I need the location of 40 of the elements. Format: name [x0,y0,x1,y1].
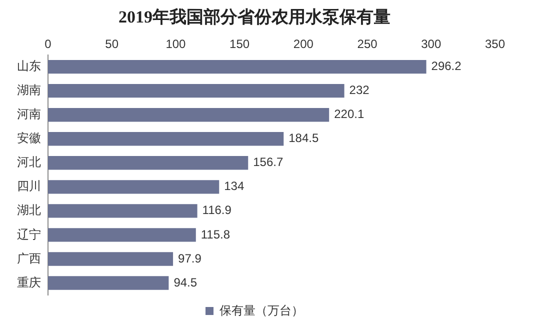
y-tick-label: 湖北 [17,203,41,218]
y-tick-label: 湖南 [17,83,41,98]
data-label: 115.8 [200,227,230,242]
bar [48,180,220,194]
data-label: 94.5 [174,275,198,290]
bar [48,204,198,218]
x-tick-label: 0 [44,36,52,51]
legend-label: 保有量（万台） [220,303,304,318]
bar [48,276,169,290]
data-label: 184.5 [288,131,319,146]
x-tick-label: 100 [166,36,186,51]
data-label: 156.7 [253,155,284,170]
y-tick-label: 重庆 [17,275,41,290]
bar [48,156,248,170]
data-label: 97.9 [178,251,202,266]
y-tick-label: 广西 [17,251,41,266]
y-tick-label: 河南 [17,107,41,122]
x-tick-label: 50 [105,36,119,51]
bar [48,60,426,74]
chart-title: 2019年我国部分省份农用水泵保有量 [118,8,390,27]
x-tick-label: 300 [421,36,442,51]
data-label: 232 [349,83,370,98]
y-tick-label: 辽宁 [17,227,41,242]
x-tick-label: 200 [293,36,314,51]
bar [48,252,174,266]
bar [48,132,284,146]
data-label: 220.1 [334,107,364,122]
x-tick-label: 150 [230,36,250,51]
data-label: 116.9 [202,203,232,218]
y-tick-label: 四川 [17,179,41,194]
y-tick-label: 山东 [17,59,41,74]
bar [48,228,196,242]
x-tick-label: 350 [484,36,506,51]
data-label: 296.2 [431,59,462,74]
y-tick-label: 安徽 [17,131,41,146]
bar [48,84,344,98]
x-tick-label: 250 [357,36,378,51]
data-label: 134 [224,179,244,194]
y-tick-label: 河北 [17,155,41,170]
bar [48,108,330,122]
